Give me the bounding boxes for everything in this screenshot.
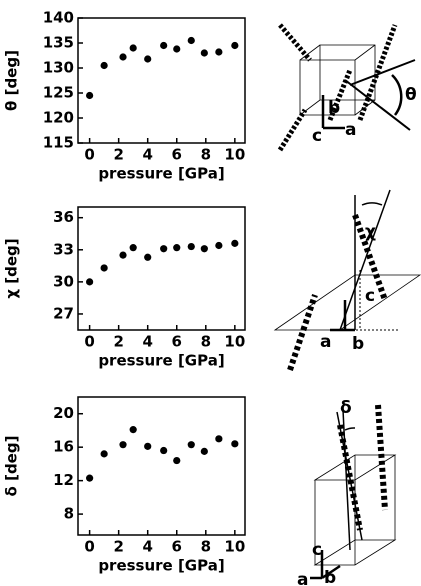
x-tick-label: 4 bbox=[142, 333, 152, 351]
x-axis-label: pressure [GPa] bbox=[98, 165, 224, 183]
data-point bbox=[86, 474, 94, 482]
y-tick-label: 125 bbox=[43, 84, 74, 102]
y-tick-label: 8 bbox=[64, 505, 74, 523]
data-point bbox=[100, 264, 108, 272]
y-tick-label: 36 bbox=[53, 208, 74, 226]
x-tick-label: 10 bbox=[224, 146, 245, 164]
y-axis-label: θ [deg] bbox=[3, 50, 21, 111]
data-point bbox=[215, 48, 223, 56]
data-point bbox=[119, 251, 127, 259]
data-point bbox=[160, 446, 168, 455]
data-point bbox=[129, 426, 137, 434]
data-point bbox=[160, 245, 168, 253]
diagram-label: θ bbox=[405, 85, 417, 105]
data-point bbox=[231, 239, 239, 247]
data-point bbox=[231, 41, 239, 50]
data-point bbox=[173, 45, 181, 53]
diagram-label: a bbox=[345, 120, 356, 140]
data-point bbox=[144, 55, 152, 63]
y-axis-label: δ [deg] bbox=[3, 436, 21, 497]
y-tick-label: 140 bbox=[43, 9, 74, 27]
x-tick-label: 4 bbox=[142, 538, 152, 556]
y-tick-label: 115 bbox=[43, 134, 74, 152]
y-axis-label: χ [deg] bbox=[3, 238, 21, 298]
data-point bbox=[215, 435, 223, 443]
x-tick-label: 6 bbox=[172, 146, 182, 164]
x-tick-label: 8 bbox=[201, 146, 211, 164]
data-point bbox=[200, 447, 208, 455]
plot-frame bbox=[77, 206, 246, 331]
y-tick-label: 120 bbox=[43, 109, 74, 127]
data-point bbox=[187, 441, 195, 449]
y-tick-label: 27 bbox=[53, 304, 74, 322]
y-tick-label: 135 bbox=[43, 34, 74, 52]
y-tick-label: 16 bbox=[53, 438, 74, 456]
diagram-label: a bbox=[297, 570, 308, 586]
diagram-chi bbox=[273, 189, 421, 371]
x-tick-label: 2 bbox=[113, 538, 123, 556]
diagram-label: b bbox=[324, 568, 336, 586]
data-point bbox=[231, 440, 239, 448]
plot-frame bbox=[77, 396, 246, 536]
y-tick-label: 130 bbox=[43, 59, 74, 77]
y-tick-label: 20 bbox=[53, 404, 74, 422]
data-point bbox=[144, 442, 152, 450]
x-axis-label: pressure [GPa] bbox=[98, 352, 224, 370]
x-tick-label: 6 bbox=[172, 538, 182, 556]
diagram-label: c bbox=[312, 540, 322, 560]
data-point bbox=[100, 61, 108, 70]
data-point bbox=[86, 91, 94, 100]
y-tick-label: 12 bbox=[53, 471, 74, 489]
x-tick-label: 10 bbox=[224, 538, 245, 556]
y-tick-label: 30 bbox=[53, 272, 74, 290]
data-point bbox=[200, 49, 208, 57]
diagram-label: δ bbox=[340, 398, 352, 418]
x-tick-label: 2 bbox=[113, 146, 123, 164]
data-point bbox=[160, 41, 168, 50]
diagram-label: c bbox=[365, 286, 375, 306]
data-point bbox=[129, 244, 137, 252]
x-tick-label: 0 bbox=[84, 538, 94, 556]
diagram-delta bbox=[310, 404, 397, 580]
x-tick-label: 6 bbox=[172, 333, 182, 351]
data-point bbox=[86, 278, 94, 286]
diagram-label: χ bbox=[365, 222, 376, 242]
y-tick-label: 33 bbox=[53, 240, 74, 258]
x-tick-label: 8 bbox=[201, 333, 211, 351]
diagram-label: c bbox=[312, 126, 322, 146]
x-axis-label: pressure [GPa] bbox=[98, 557, 224, 575]
x-tick-label: 0 bbox=[84, 146, 94, 164]
data-point bbox=[200, 245, 208, 253]
data-point bbox=[215, 241, 223, 250]
data-point bbox=[129, 44, 137, 52]
plot-frame bbox=[77, 17, 246, 144]
data-point bbox=[173, 244, 181, 252]
data-point bbox=[119, 53, 127, 61]
x-tick-label: 2 bbox=[113, 333, 123, 351]
diagram-theta bbox=[277, 23, 416, 152]
x-tick-label: 0 bbox=[84, 333, 94, 351]
data-point bbox=[100, 450, 108, 458]
data-point bbox=[119, 441, 127, 449]
data-point bbox=[187, 36, 195, 45]
data-point bbox=[187, 242, 195, 251]
data-point bbox=[144, 253, 152, 261]
x-tick-label: 8 bbox=[201, 538, 211, 556]
x-tick-label: 4 bbox=[142, 146, 152, 164]
diagram-label: b bbox=[352, 334, 364, 354]
diagram-label: b bbox=[328, 98, 340, 118]
diagram-label: a bbox=[320, 332, 331, 352]
data-point bbox=[173, 456, 181, 465]
x-tick-label: 10 bbox=[224, 333, 245, 351]
